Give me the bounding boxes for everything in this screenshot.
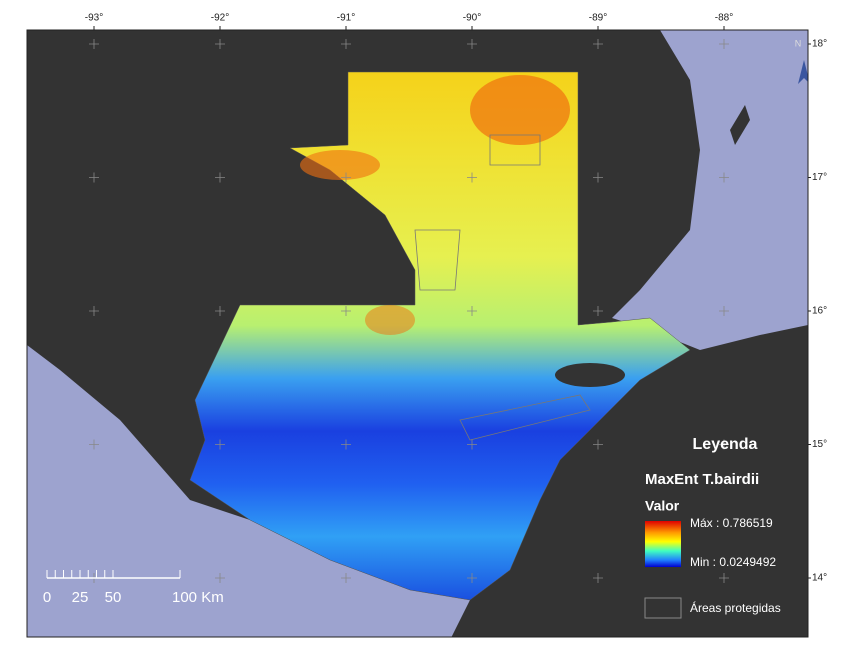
scale-bar: 0 25 50 100 Km bbox=[43, 570, 224, 606]
grid-cross bbox=[215, 306, 225, 316]
lat-label: 14° bbox=[812, 573, 827, 584]
scale-label: 100 Km bbox=[172, 589, 224, 606]
lon-label: -88° bbox=[715, 13, 733, 24]
map-frame bbox=[26, 29, 809, 638]
legend: Leyenda MaxEnt T.bairdii Valor Máx : 0.7… bbox=[644, 436, 781, 619]
lon-label: -91° bbox=[337, 13, 355, 24]
grid-cross bbox=[593, 573, 603, 583]
legend-layer: MaxEnt T.bairdii bbox=[645, 471, 759, 488]
legend-ramp bbox=[645, 521, 681, 567]
grid-cross bbox=[89, 439, 99, 450]
grid-cross bbox=[341, 306, 351, 316]
lon-label: -93° bbox=[85, 13, 103, 24]
grid-cross bbox=[215, 573, 225, 583]
pacific-ocean bbox=[27, 345, 470, 637]
lat-label: 15° bbox=[812, 439, 827, 450]
graticule bbox=[89, 39, 729, 583]
lake-izabal bbox=[555, 363, 625, 387]
lon-label: -90° bbox=[463, 13, 481, 24]
legend-field: Valor bbox=[645, 498, 680, 514]
grid-cross bbox=[593, 439, 603, 450]
scale-label: 50 bbox=[105, 589, 122, 606]
grid-cross bbox=[467, 306, 477, 316]
grid-cross bbox=[341, 573, 351, 583]
grid-cross bbox=[341, 39, 351, 49]
high-area bbox=[365, 305, 415, 335]
grid-cross bbox=[341, 439, 351, 450]
guatemala-suitability bbox=[189, 71, 691, 601]
legend-protected-swatch bbox=[644, 597, 682, 619]
lat-label: 16° bbox=[812, 306, 827, 317]
grid-cross bbox=[593, 172, 603, 183]
north-arrow bbox=[798, 60, 808, 84]
island bbox=[730, 105, 750, 145]
grid-cross bbox=[215, 439, 225, 450]
grid-cross bbox=[89, 39, 99, 49]
grid-cross bbox=[467, 172, 477, 183]
grid-cross bbox=[719, 172, 729, 183]
grid-cross bbox=[719, 573, 729, 583]
legend-title: Leyenda bbox=[693, 436, 758, 453]
legend-min: Min : 0.0249492 bbox=[690, 555, 776, 569]
grid-cross bbox=[341, 172, 351, 183]
legend-protected: Áreas protegidas bbox=[690, 600, 781, 615]
grid-cross bbox=[215, 172, 225, 183]
north-label: N bbox=[795, 38, 802, 48]
grid-cross bbox=[593, 39, 603, 49]
legend-max: Máx : 0.786519 bbox=[690, 516, 773, 530]
lat-label: 18° bbox=[812, 39, 827, 50]
grid-cross bbox=[89, 306, 99, 316]
caribbean-sea bbox=[612, 30, 808, 350]
grid-cross bbox=[593, 306, 603, 316]
scale-label: 25 bbox=[72, 589, 89, 606]
protected-area bbox=[459, 394, 591, 441]
grid-cross bbox=[89, 172, 99, 183]
grid-cross bbox=[467, 39, 477, 49]
protected-area bbox=[414, 229, 461, 291]
lon-label: -89° bbox=[589, 13, 607, 24]
grid-cross bbox=[467, 573, 477, 583]
grid-cross bbox=[467, 439, 477, 450]
high-area bbox=[470, 75, 570, 145]
grid-cross bbox=[215, 39, 225, 49]
map-body bbox=[27, 30, 808, 637]
protected-area bbox=[489, 134, 541, 166]
grid-cross bbox=[719, 306, 729, 316]
lat-label: 17° bbox=[812, 172, 827, 183]
scale-label: 0 bbox=[43, 589, 51, 606]
high-area bbox=[300, 150, 380, 180]
lon-label: -92° bbox=[211, 13, 229, 24]
grid-cross bbox=[719, 39, 729, 49]
grid-cross bbox=[719, 439, 729, 450]
